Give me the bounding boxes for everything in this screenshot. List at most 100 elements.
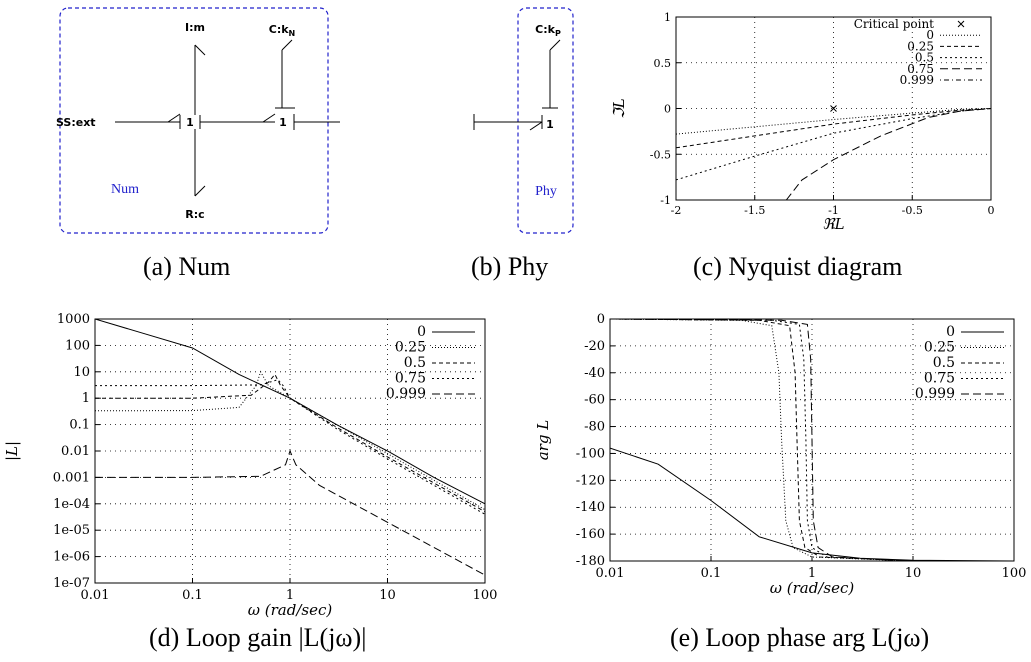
- y-tick-label: -40: [584, 366, 605, 381]
- ext-label: SS:ext: [56, 116, 96, 129]
- y-tick-label: 0.1: [69, 418, 90, 433]
- x-tick-label: 0.01: [81, 588, 110, 603]
- ckn-label-sub: N: [289, 29, 296, 38]
- y-tick-label: 100: [65, 338, 90, 353]
- y-tick-label: -60: [584, 393, 605, 408]
- y-tick-label: 1e-07: [53, 576, 90, 591]
- x-tick-label: 10: [379, 588, 396, 603]
- ckp-label-main: C:k: [535, 23, 555, 36]
- y-tick-label: 10: [73, 365, 90, 380]
- ckn-label-main: C:k: [269, 23, 289, 36]
- y-tick-label: -80: [584, 420, 605, 435]
- legend-label: 0.999: [915, 386, 955, 402]
- series-line: [676, 108, 991, 149]
- x-tick-label: 1: [286, 588, 294, 603]
- im-label: I:m: [185, 21, 205, 34]
- legend-label: 0.25: [395, 340, 426, 356]
- x-tick-label: -2: [671, 204, 682, 217]
- x-tick-label: 0: [988, 204, 995, 217]
- x-tick-label: -1.5: [744, 204, 765, 217]
- legend-label: 0: [926, 28, 934, 42]
- num-bond-graph: SS:ext 1 I:m R:c 1 C:kN Num: [56, 7, 340, 234]
- critical-point-marker: [830, 105, 837, 112]
- legend-label: 0.75: [395, 371, 426, 387]
- x-tick-label: 1: [808, 566, 816, 581]
- series-line: [610, 319, 1014, 561]
- phy-boundary-box: [517, 7, 574, 234]
- caption-d: (d) Loop gain |L(jω)|: [149, 623, 367, 652]
- y-tick-label: -20: [584, 339, 605, 354]
- loop-gain-chart: 0.01 0.1 1 10 100 1000 100 10 1 0.1 0.01 0.001 1e-04…: [3, 312, 498, 618]
- junction-1-label: 1: [186, 116, 194, 129]
- loop-phase-chart: 0.01 0.1 1 10 100 0 -20 -40 -60 -80 -100 -120 -140 -1…: [534, 312, 1027, 597]
- series-line: [95, 379, 485, 515]
- y-tick-label: 1e-05: [53, 523, 90, 538]
- x-tick-label: -0.5: [902, 204, 923, 217]
- num-box-label: Num: [111, 182, 139, 197]
- series-line: [610, 447, 1014, 561]
- ckp-label-sub: P: [555, 29, 561, 38]
- nyquist-chart: -2 -1.5 -1 -0.5 0 -1 -0.5 0 0.5 1 ℜL ℑL Critical poi…: [610, 11, 995, 233]
- y-tick-label: 0.5: [654, 57, 672, 70]
- legend-label: 0.25: [924, 340, 955, 356]
- y-tick-label: -100: [576, 446, 605, 461]
- phy-bond-graph: 1 C:kP Phy: [473, 7, 574, 234]
- ckn-label: C:kN: [269, 23, 296, 38]
- y-tick-label: 0: [597, 312, 605, 327]
- y-tick-label: 0: [664, 103, 671, 116]
- caption-a: (a) Num: [143, 252, 231, 281]
- y-tick-label: 1000: [57, 312, 90, 327]
- y-tick-label: -1: [660, 194, 671, 207]
- y-tick-label: 1: [664, 11, 671, 24]
- x-tick-label: 0.1: [182, 588, 203, 603]
- y-tick-label: 1: [82, 391, 90, 406]
- junction-2-label: 1: [279, 116, 287, 129]
- phy-box-label: Phy: [535, 184, 557, 199]
- legend-label: 0: [417, 324, 426, 340]
- y-tick-label: 1e-06: [53, 550, 90, 565]
- x-tick-label: 100: [1002, 566, 1027, 581]
- series-line: [676, 108, 991, 181]
- legend-label: 0.999: [900, 73, 934, 87]
- legend-label: 0.999: [386, 386, 426, 402]
- legend-label: 0.5: [933, 355, 955, 371]
- x-axis-label: ω (rad/sec): [770, 579, 855, 597]
- y-axis-label: arg L: [534, 420, 552, 460]
- legend-label: 0.75: [924, 371, 955, 387]
- series-line: [95, 449, 485, 576]
- ckp-label: C:kP: [535, 23, 561, 38]
- y-tick-label: -180: [576, 554, 605, 569]
- phy-junction-label: 1: [546, 118, 554, 131]
- series-line: [95, 373, 485, 513]
- legend-label: 0.5: [915, 51, 934, 65]
- series-line: [610, 319, 1014, 561]
- y-tick-label: 0.01: [61, 444, 90, 459]
- legend-label: 0: [946, 324, 955, 340]
- y-tick-label: -160: [576, 527, 605, 542]
- y-tick-label: -140: [576, 500, 605, 515]
- caption-c: (c) Nyquist diagram: [693, 252, 903, 281]
- x-tick-label: -1: [828, 204, 839, 217]
- y-tick-label: 1e-04: [53, 497, 90, 512]
- legend-label: 0.25: [907, 39, 934, 53]
- y-tick-label: -0.5: [650, 148, 671, 161]
- rc-label: R:c: [185, 208, 204, 221]
- x-tick-label: 0.01: [596, 566, 625, 581]
- series-line: [610, 319, 1014, 561]
- series-line: [95, 370, 485, 511]
- num-boundary-box: [59, 7, 329, 234]
- x-tick-label: 0.1: [701, 566, 722, 581]
- legend-label: 0.75: [907, 62, 934, 76]
- y-axis-label: ℑL: [610, 98, 628, 118]
- legend-label: 0.5: [404, 355, 426, 371]
- series-line: [785, 108, 991, 200]
- x-tick-label: 10: [905, 566, 922, 581]
- x-axis-label: ℜL: [822, 215, 844, 233]
- x-axis-label: ω (rad/sec): [248, 601, 333, 618]
- y-tick-label: -120: [576, 473, 605, 488]
- y-tick-label: 0.001: [53, 470, 90, 485]
- legend-marker: [957, 20, 965, 28]
- x-tick-label: 100: [473, 588, 498, 603]
- caption-e: (e) Loop phase arg L(jω): [670, 623, 930, 652]
- legend-label: Critical point: [854, 17, 934, 31]
